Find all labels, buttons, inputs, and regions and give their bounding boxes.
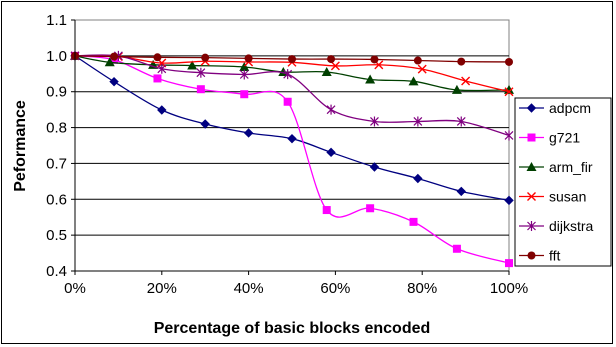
data-point-arm_fir <box>451 84 462 94</box>
y-tick-label: 0.4 <box>46 263 67 280</box>
y-tick-label: 1.0 <box>46 48 67 65</box>
legend-marker-fft <box>527 251 536 260</box>
data-point-dijkstra <box>456 116 466 127</box>
data-point-susan <box>330 61 340 71</box>
data-point-dijkstra <box>413 116 423 127</box>
x-tick-label: 60% <box>320 280 350 297</box>
data-point-adpcm <box>456 186 466 197</box>
legend-label: g721 <box>549 130 580 146</box>
legend-label: dijkstra <box>549 218 594 234</box>
data-point-g721 <box>283 97 292 106</box>
legend-label: arm_fir <box>549 159 593 175</box>
data-point-susan <box>417 64 427 74</box>
legend-entry-susan: susan <box>519 189 586 205</box>
data-point-fft <box>288 55 296 64</box>
legend-label: susan <box>549 189 586 205</box>
data-point-adpcm <box>287 133 297 144</box>
data-point-fft <box>457 57 466 66</box>
data-point-adpcm <box>413 173 423 184</box>
data-point-fft <box>370 55 379 64</box>
y-axis-title: Peformance <box>12 100 29 192</box>
legend-entry-fft: fft <box>519 248 561 264</box>
x-tick-label: 20% <box>147 280 177 297</box>
x-tick-label: 80% <box>407 280 437 297</box>
legend-entry-arm_fir: arm_fir <box>519 159 593 175</box>
legend-marker-susan <box>527 192 536 201</box>
x-tick-label: 40% <box>234 280 264 297</box>
legend-entry-adpcm: adpcm <box>519 100 591 116</box>
x-axis-ticks: 0% 20% 40% 60% 80% 100% <box>64 271 528 297</box>
data-point-g721 <box>505 259 513 268</box>
data-point-g721 <box>452 244 461 253</box>
legend-entry-dijkstra: dijkstra <box>519 218 594 234</box>
data-point-arm_fir <box>239 61 250 71</box>
legend-label: fft <box>549 248 561 264</box>
data-point-fft <box>413 56 422 65</box>
data-point-arm_fir <box>365 74 376 84</box>
x-axis-title: Percentage of basic blocks encoded <box>154 320 431 337</box>
data-point-fft <box>110 52 119 61</box>
y-tick-label: 0.8 <box>46 120 67 137</box>
series-layer <box>70 50 514 268</box>
y-axis-ticks: 0.4 0.5 0.6 0.7 0.8 0.9 1.0 1.1 <box>46 12 75 280</box>
legend-marker-arm_fir <box>526 162 537 171</box>
legend-marker-adpcm <box>526 103 537 113</box>
data-point-dijkstra <box>370 116 379 127</box>
data-point-g721 <box>366 204 375 213</box>
data-point-fft <box>505 57 513 66</box>
y-tick-label: 1.1 <box>46 12 67 29</box>
y-tick-label: 0.6 <box>46 191 67 208</box>
data-point-g721 <box>153 74 162 83</box>
y-tick-label: 0.5 <box>46 227 67 244</box>
y-tick-label: 0.9 <box>46 84 67 101</box>
data-point-arm_fir <box>321 66 332 76</box>
legend-marker-g721 <box>527 133 536 142</box>
data-point-dijkstra <box>196 67 206 78</box>
data-point-adpcm <box>243 128 254 138</box>
data-point-arm_fir <box>187 60 198 70</box>
data-point-g721 <box>322 206 331 215</box>
data-point-susan <box>504 87 514 97</box>
data-point-adpcm <box>326 147 336 158</box>
data-point-fft <box>201 53 210 62</box>
data-point-fft <box>244 54 253 63</box>
data-point-arm_fir <box>104 57 115 67</box>
data-point-dijkstra <box>504 130 514 141</box>
data-point-adpcm <box>200 119 210 129</box>
data-point-fft <box>327 55 336 64</box>
data-point-dijkstra <box>326 104 336 115</box>
gridlines <box>75 55 509 236</box>
legend-entry-g721: g721 <box>519 130 580 146</box>
data-point-adpcm <box>157 105 167 115</box>
x-tick-label: 100% <box>490 280 528 297</box>
data-point-g721 <box>196 85 205 94</box>
data-point-adpcm <box>504 195 514 206</box>
data-point-g721 <box>240 90 249 99</box>
data-point-g721 <box>409 217 418 226</box>
data-point-adpcm <box>369 162 380 172</box>
series-dijkstra <box>70 50 514 141</box>
x-tick-label: 0% <box>64 280 86 297</box>
legend-box <box>514 97 612 267</box>
data-point-adpcm <box>109 76 119 87</box>
data-point-dijkstra <box>239 69 249 80</box>
legend-label: adpcm <box>549 100 591 116</box>
data-point-fft <box>153 53 162 62</box>
data-point-arm_fir <box>408 76 419 86</box>
y-tick-label: 0.7 <box>46 155 67 172</box>
data-point-susan <box>461 76 471 86</box>
data-point-dijkstra <box>283 69 293 80</box>
data-point-dijkstra <box>157 63 167 74</box>
legend-marker-dijkstra <box>527 221 536 231</box>
